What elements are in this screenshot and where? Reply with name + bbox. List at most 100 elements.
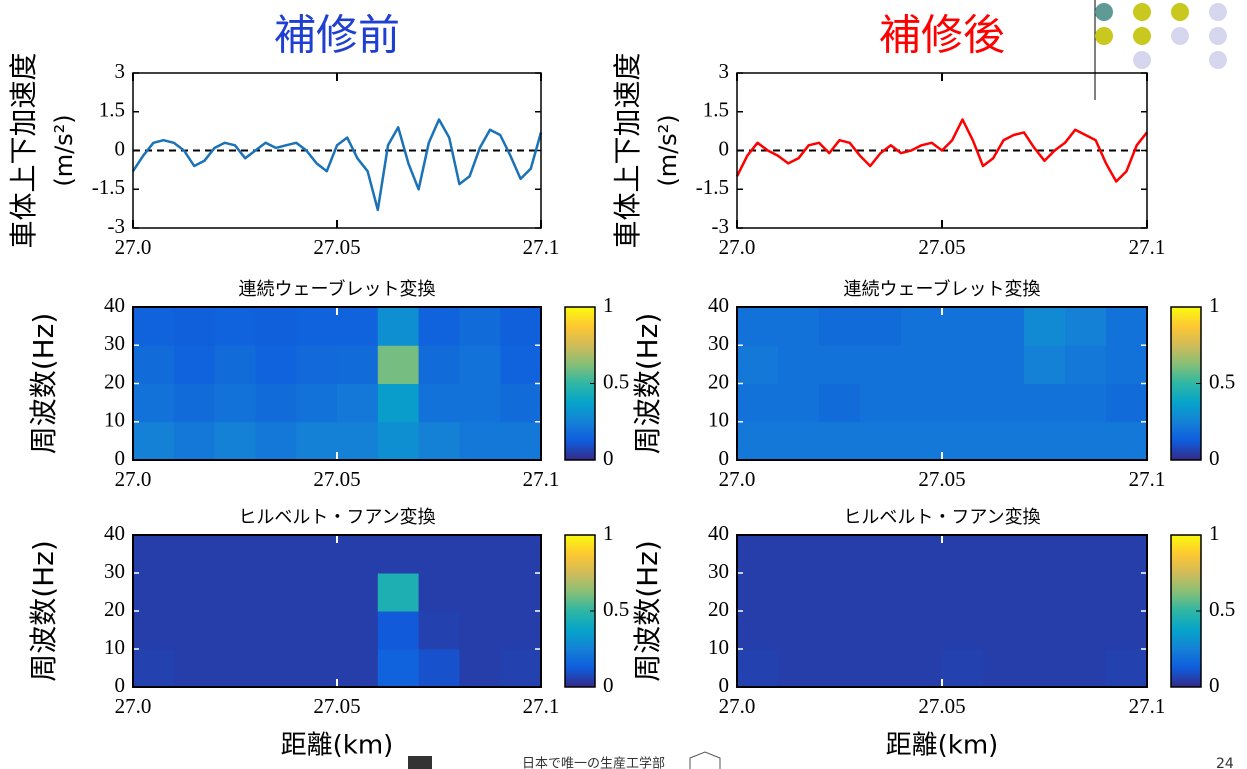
x-tick-label: 27.1 (523, 235, 560, 259)
y-tick-label: 3 (115, 59, 126, 83)
heatmap-cell (778, 535, 820, 574)
colorbar-tick-label: 1 (603, 293, 614, 317)
heatmap-cell (1106, 307, 1148, 346)
heatmap-cell (459, 573, 501, 612)
y-axis-unit: (m/s²) (50, 114, 78, 186)
heatmap-cell (377, 649, 420, 688)
heatmap-cell (377, 421, 420, 461)
heatmap-cell (942, 611, 984, 650)
y-tick-label: 10 (104, 635, 125, 659)
heatmap-cell (500, 307, 542, 346)
heatmap-cell (173, 649, 216, 688)
x-tick-label: 27.05 (918, 235, 965, 259)
chart-title: 連続ウェーブレット変換 (239, 278, 436, 300)
y-tick-label: 0 (115, 673, 126, 697)
heatmap-cell (133, 649, 175, 688)
heatmap-cell (1106, 649, 1148, 688)
heatmap-cell (296, 345, 338, 384)
heatmap-cell (377, 535, 420, 574)
x-tick-label: 27.0 (115, 467, 152, 491)
decoration (1094, 0, 1227, 100)
heatmap-cell (819, 611, 861, 650)
heatmap-cell (255, 535, 297, 574)
heatmap-cell (255, 611, 297, 650)
heatmap-cell (942, 307, 984, 346)
y-tick-label: 20 (104, 597, 125, 621)
heatmap-cell (942, 421, 984, 461)
plot-frame (132, 72, 542, 229)
heatmap-cell (500, 573, 542, 612)
heatmap-cell (459, 611, 501, 650)
heatmap-cell (1024, 345, 1066, 384)
heatmap-cell (459, 535, 501, 574)
heatmap-cell (901, 649, 943, 688)
heatmap-cell (819, 383, 861, 423)
y-tick-label: 40 (104, 521, 125, 545)
y-axis-label: 周波数(Hz) (631, 540, 664, 682)
heatmap-cell (983, 649, 1025, 688)
heatmap-cell (983, 345, 1025, 384)
heatmap-cell (1106, 573, 1148, 612)
heatmap-cell (1024, 307, 1066, 346)
heatmap-cell (1024, 421, 1066, 461)
x-tick-label: 27.1 (1129, 694, 1166, 718)
heatmap-cell (1065, 345, 1107, 384)
heatmap-cell (1106, 383, 1148, 423)
heatmap-cell (983, 383, 1025, 423)
heatmap-cell (1065, 307, 1107, 346)
x-tick-label: 27.1 (523, 467, 560, 491)
heatmap-cell (983, 307, 1025, 346)
colorbar-tick-label: 0.5 (1209, 369, 1235, 393)
heatmap-cell (459, 421, 501, 461)
colorbar-tick-label: 0.5 (603, 597, 629, 621)
data-line (735, 118, 1148, 183)
y-tick-label: -3 (712, 214, 730, 238)
heatmap-cell (296, 535, 338, 574)
y-tick-label: 0 (115, 446, 126, 470)
heatmap-cell (214, 535, 256, 574)
y-tick-label: -3 (108, 214, 126, 238)
heatmap-cell (942, 573, 984, 612)
chart-title: ヒルベルト・フアン変換 (843, 507, 1040, 528)
y-tick-label: 10 (104, 408, 125, 432)
heatmap-cell (1106, 535, 1148, 574)
heatmap-cell (1106, 345, 1148, 384)
heatmap-cell (737, 383, 779, 423)
heatmap-cell (296, 573, 338, 612)
y-axis-label: 車体上下加速度 (611, 52, 644, 248)
plot-frame (736, 534, 1148, 688)
heatmap-cell (500, 649, 542, 688)
heatmap-cell (1024, 383, 1066, 423)
heatmap-cell (778, 573, 820, 612)
heatmap-cell (377, 573, 420, 612)
y-tick-label: 40 (708, 521, 729, 545)
heatmap-cell (901, 421, 943, 461)
heatmap-cell (173, 535, 216, 574)
heatmap-cell (983, 421, 1025, 461)
heatmap-cell (255, 345, 297, 384)
y-tick-label: 40 (708, 293, 729, 317)
x-tick-label: 27.1 (1129, 467, 1166, 491)
y-tick-label: 10 (708, 635, 729, 659)
heatmap-cell (255, 649, 297, 688)
colorbar-tick-label: 0 (603, 446, 614, 470)
heatmap-cell (983, 535, 1025, 574)
heatmap-cell (860, 611, 902, 650)
heatmap-cell (737, 421, 779, 461)
heatmap-cell (778, 345, 820, 384)
x-tick-label: 27.0 (719, 235, 756, 259)
heatmap-cell (459, 649, 501, 688)
heatmap-cell (942, 383, 984, 423)
x-tick-label: 27.05 (918, 694, 965, 718)
heatmap-cell (133, 573, 175, 612)
heatmap-cell (1065, 649, 1107, 688)
heatmap-cell (778, 649, 820, 688)
heatmap-cell (214, 383, 256, 423)
heatmap-cell (133, 611, 175, 650)
heatmap-cell (214, 573, 256, 612)
page-number: 24 (1216, 756, 1234, 769)
heatmap-cell (901, 383, 943, 423)
heatmap-cell (459, 307, 501, 346)
y-axis-unit: (m/s²) (654, 114, 682, 186)
heatmap-cell (214, 611, 256, 650)
